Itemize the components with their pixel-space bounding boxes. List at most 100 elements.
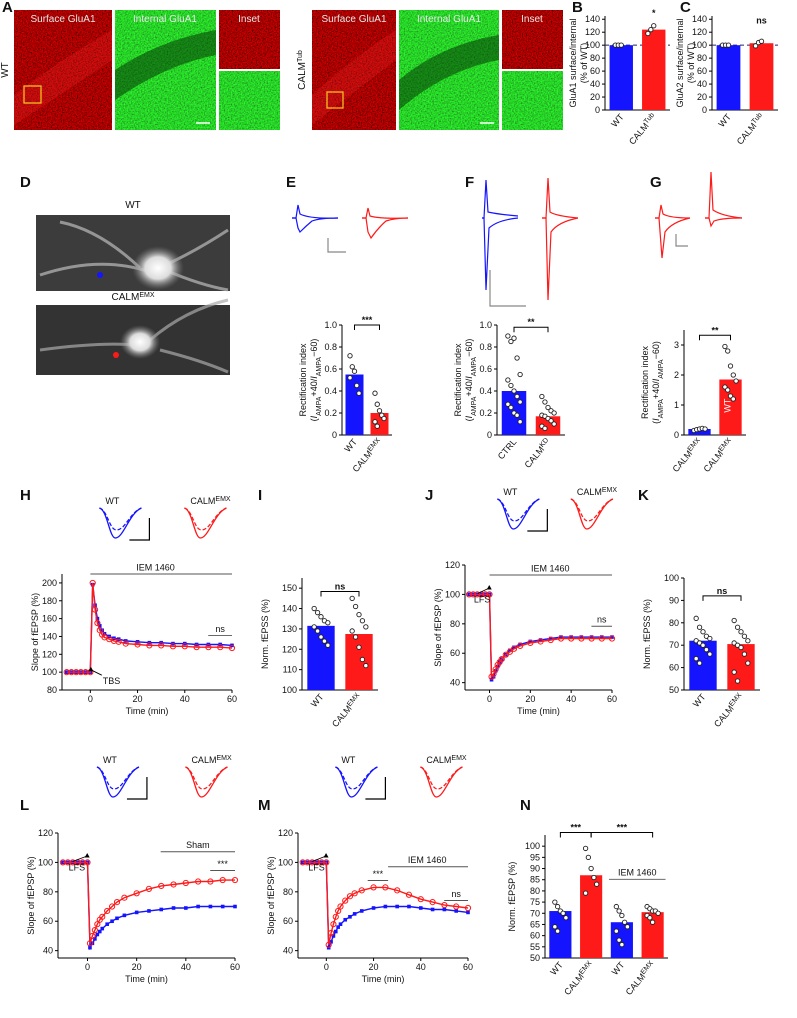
- bar: [749, 43, 774, 110]
- scale-bar: [675, 234, 688, 247]
- image-label: CALMEMX: [112, 292, 155, 304]
- data-point: [356, 390, 362, 396]
- data-point: [722, 343, 728, 350]
- panel-letter: M: [258, 797, 271, 814]
- marker: [557, 635, 565, 642]
- data-point: [505, 377, 511, 383]
- data-point: [508, 382, 514, 389]
- recording-site: [97, 272, 103, 278]
- y-axis-label: (% of WT): [686, 43, 696, 84]
- data-point: [311, 605, 317, 612]
- data-point: [707, 651, 713, 657]
- arrow-head: [84, 853, 90, 858]
- text-part: WT: [548, 959, 565, 977]
- cell-layer: [14, 30, 112, 125]
- arrow-head: [323, 853, 329, 858]
- marker: [134, 910, 139, 915]
- fepsp-trace: [185, 766, 228, 790]
- fepsp-trace: [184, 507, 227, 539]
- y-tick-label: 20: [697, 92, 707, 102]
- bar: [642, 29, 666, 110]
- x-tick-label: CALMEMX: [670, 436, 704, 474]
- significance-bracket: [702, 595, 742, 601]
- data-point: [655, 910, 661, 916]
- data-point: [374, 401, 380, 407]
- superscript: EMX: [602, 487, 618, 494]
- text-part: Norm. fEPSS (%): [260, 599, 270, 669]
- y-tick-label: 85: [530, 875, 540, 885]
- image-column-label: Internal GluA1: [133, 14, 197, 25]
- y-tick-label: 60: [530, 931, 540, 941]
- marker: [598, 635, 605, 642]
- data-point: [725, 42, 732, 48]
- marker: [510, 645, 518, 652]
- data-point: [545, 404, 551, 411]
- data-point: [700, 642, 706, 648]
- superscript: KD: [538, 437, 550, 449]
- data-point: [758, 38, 765, 44]
- y-tick-label: 0.4: [324, 386, 337, 396]
- trace-positive: [705, 171, 743, 219]
- text-part: Slope of fEPSP (%): [433, 588, 443, 666]
- inset-surface: [219, 10, 280, 69]
- marker: [88, 945, 92, 950]
- arrow-head: [88, 666, 94, 672]
- data-point: [647, 915, 653, 921]
- x-tick-label: 40: [566, 694, 576, 704]
- data-point: [725, 348, 731, 354]
- text-part: I: [309, 376, 319, 379]
- panel-letter: F: [465, 174, 474, 191]
- data-point: [511, 388, 517, 394]
- data-point: [693, 655, 699, 662]
- bar: [689, 640, 717, 690]
- marker: [358, 887, 365, 894]
- y-tick-label: 100: [38, 857, 53, 867]
- y-axis-label: (% of WT): [579, 43, 589, 84]
- y-tick-label: 40: [43, 946, 53, 956]
- superscript: Tub: [750, 111, 763, 125]
- panel-letter: N: [520, 797, 531, 814]
- y-tick-label: 140: [585, 14, 600, 24]
- y-tick-label: 70: [530, 908, 540, 918]
- y-tick-label: 90: [669, 595, 679, 605]
- marker: [233, 904, 237, 909]
- annotation: Sham: [186, 840, 210, 850]
- marker: [610, 635, 614, 639]
- x-tick-label: 40: [180, 694, 190, 704]
- y-tick-label: 0.6: [324, 364, 337, 374]
- panel-letter: K: [638, 487, 649, 504]
- text-part: −60): [309, 339, 319, 357]
- data-point: [517, 399, 523, 405]
- marker: [441, 901, 448, 909]
- y-tick-label: 80: [590, 53, 600, 63]
- bar: [727, 644, 755, 690]
- y-tick-label: 20: [590, 92, 600, 102]
- data-point: [511, 335, 517, 341]
- y-tick-label: 80: [669, 618, 679, 628]
- marker: [133, 890, 140, 897]
- y-tick-label: 3: [674, 340, 679, 350]
- marker: [502, 651, 509, 658]
- y-tick-label: 0: [674, 430, 679, 440]
- y-tick-label: 80: [283, 887, 293, 897]
- marker: [110, 919, 114, 924]
- y-tick-label: 80: [530, 886, 540, 896]
- data-point: [702, 426, 708, 432]
- y-tick-label: 100: [525, 841, 540, 851]
- significance-bracket: [320, 590, 360, 597]
- series-line: [66, 582, 233, 673]
- data-point: [727, 363, 734, 369]
- data-point: [725, 387, 731, 393]
- y-tick-label: 180: [42, 596, 57, 606]
- inset-box: [23, 85, 42, 104]
- data-point: [619, 912, 625, 919]
- marker: [89, 579, 96, 587]
- y-tick-label: 100: [664, 573, 679, 583]
- cell-layer: [312, 30, 396, 125]
- data-point: [374, 423, 380, 429]
- image-row-wt: [14, 10, 280, 130]
- bar: [345, 634, 373, 690]
- text-part: Slope of fEPSP (%): [266, 856, 276, 934]
- marker: [569, 635, 573, 639]
